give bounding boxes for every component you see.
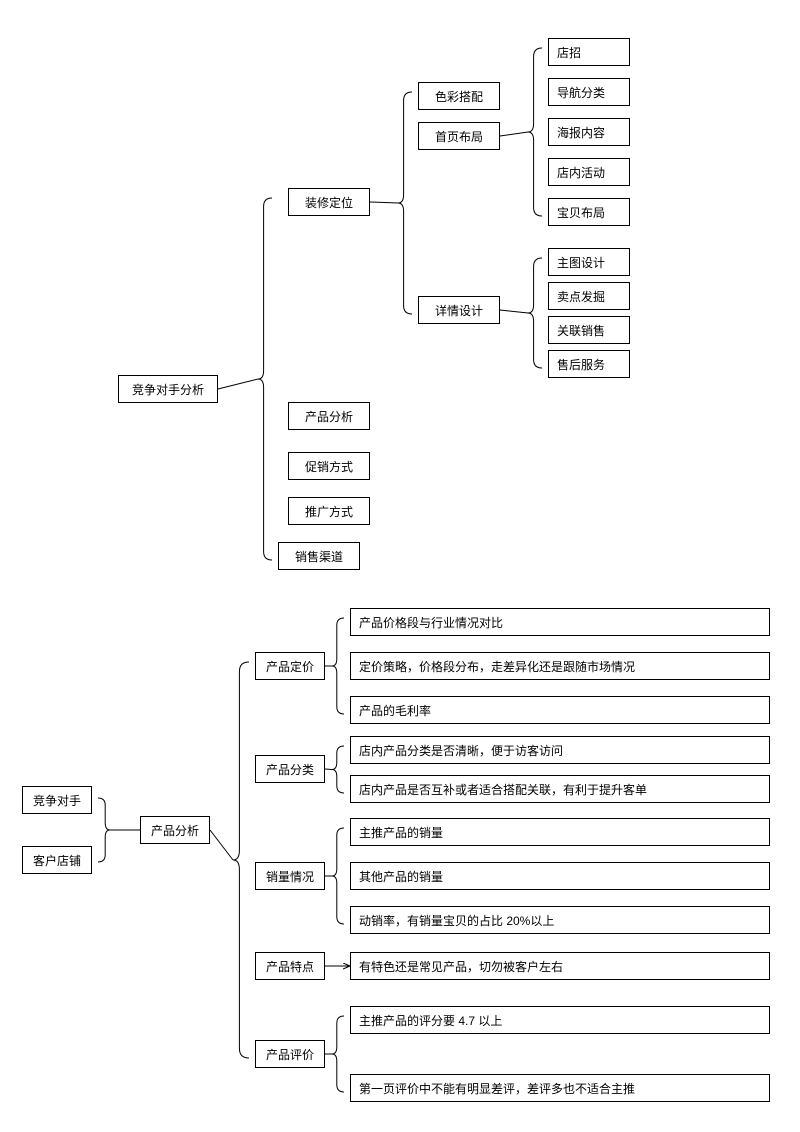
node-sales_c3: 动销率，有销量宝贝的占比 20%以上 [350, 906, 770, 934]
node-activity: 店内活动 [548, 158, 630, 186]
node-color_match: 色彩搭配 [418, 82, 500, 110]
node-pricing_c2: 定价策略，价格段分布，走差异化还是跟随市场情况 [350, 652, 770, 680]
node-sales: 销量情况 [255, 862, 325, 890]
node-ad_method: 推广方式 [288, 497, 370, 525]
node-after_sale: 售后服务 [548, 350, 630, 378]
node-selling_point: 卖点发掘 [548, 282, 630, 310]
node-goods_layout: 宝贝布局 [548, 198, 630, 226]
node-pricing_c1: 产品价格段与行业情况对比 [350, 608, 770, 636]
diagram-canvas: 竞争对手分析 装修定位 色彩搭配首页布局 店招导航分类海报内容店内活动宝贝布局详情设计… [0, 0, 800, 1132]
node-review: 产品评价 [255, 1040, 325, 1068]
node-sales_c1: 主推产品的销量 [350, 818, 770, 846]
node-feature: 产品特点 [255, 952, 325, 980]
node-pricing: 产品定价 [255, 652, 325, 680]
node-home_layout: 首页布局 [418, 122, 500, 150]
node-main_img: 主图设计 [548, 248, 630, 276]
node-feature_c1: 有特色还是常见产品，切勿被客户左右 [350, 952, 770, 980]
node-category_c1: 店内产品分类是否清晰，便于访客访问 [350, 736, 770, 764]
node-product_analysis2: 产品分析 [140, 816, 210, 844]
node-related_sale: 关联销售 [548, 316, 630, 344]
node-poster: 海报内容 [548, 118, 630, 146]
node-review_c1: 主推产品的评分要 4.7 以上 [350, 1006, 770, 1034]
node-category_c2: 店内产品是否互补或者适合搭配关联，有利于提升客单 [350, 775, 770, 803]
node-customer_shop: 客户店铺 [22, 846, 92, 874]
node-detail_design: 详情设计 [418, 296, 500, 324]
node-shop_sign: 店招 [548, 38, 630, 66]
node-sales_c2: 其他产品的销量 [350, 862, 770, 890]
node-pricing_c3: 产品的毛利率 [350, 696, 770, 724]
node-sales_channel: 销售渠道 [278, 542, 360, 570]
node-nav_cat: 导航分类 [548, 78, 630, 106]
node-competitor_analysis: 竞争对手分析 [118, 375, 218, 403]
node-product_analysis1: 产品分析 [288, 402, 370, 430]
node-category: 产品分类 [255, 755, 325, 783]
node-review_c2: 第一页评价中不能有明显差评，差评多也不适合主推 [350, 1074, 770, 1102]
node-competitor: 竞争对手 [22, 786, 92, 814]
node-decoration: 装修定位 [288, 188, 370, 216]
node-promo_method: 促销方式 [288, 452, 370, 480]
